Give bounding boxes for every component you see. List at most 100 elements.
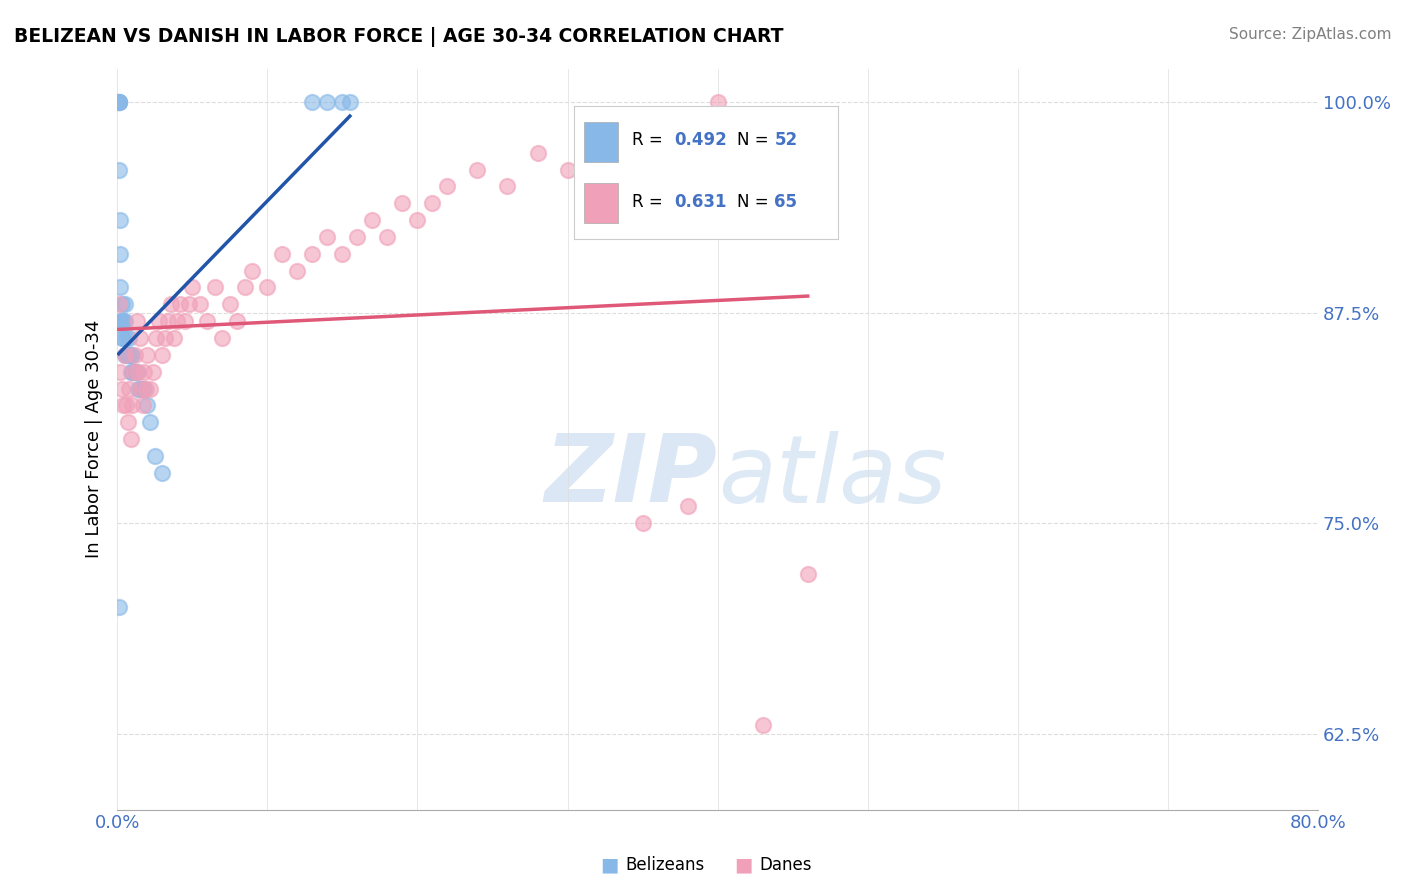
Point <box>127 365 149 379</box>
Point <box>706 95 728 110</box>
Point <box>114 297 136 311</box>
Point <box>120 432 142 446</box>
Point <box>204 280 226 294</box>
Point <box>145 331 167 345</box>
Point <box>346 230 368 244</box>
Point <box>377 230 399 244</box>
Text: ZIP: ZIP <box>544 430 717 522</box>
Point <box>169 297 191 311</box>
Point <box>107 95 129 110</box>
Point <box>157 314 180 328</box>
Point <box>557 162 579 177</box>
Point <box>107 95 129 110</box>
Point <box>436 179 458 194</box>
Text: atlas: atlas <box>717 431 946 522</box>
Point <box>155 331 177 345</box>
Point <box>150 466 173 480</box>
Point <box>117 415 139 429</box>
Point <box>128 382 150 396</box>
Point <box>107 95 129 110</box>
Point <box>676 500 699 514</box>
Point <box>118 331 141 345</box>
Point <box>124 365 146 379</box>
Point <box>467 162 489 177</box>
Point <box>631 516 654 531</box>
Point <box>406 213 429 227</box>
Point <box>256 280 278 294</box>
Point <box>129 382 152 396</box>
Point <box>188 297 211 311</box>
Point <box>120 365 142 379</box>
Point <box>143 449 166 463</box>
Point <box>150 348 173 362</box>
Point <box>301 247 323 261</box>
Point <box>173 314 195 328</box>
Text: ■: ■ <box>734 855 752 875</box>
Point <box>112 331 135 345</box>
Point <box>108 280 131 294</box>
Point <box>114 348 136 362</box>
Point <box>134 382 156 396</box>
Point <box>751 718 773 732</box>
Point <box>136 348 159 362</box>
Point <box>796 566 818 581</box>
Point <box>181 280 204 294</box>
Point <box>271 247 294 261</box>
Point <box>107 162 129 177</box>
Text: ■: ■ <box>600 855 619 875</box>
Point <box>361 213 384 227</box>
Point <box>285 263 308 277</box>
Point <box>125 314 148 328</box>
Point <box>422 196 444 211</box>
Point <box>179 297 201 311</box>
Point <box>148 314 170 328</box>
Point <box>114 314 136 328</box>
Point <box>121 365 143 379</box>
Point <box>114 348 136 362</box>
Point <box>233 280 256 294</box>
Text: Danes: Danes <box>759 856 811 874</box>
Text: BELIZEAN VS DANISH IN LABOR FORCE | AGE 30-34 CORRELATION CHART: BELIZEAN VS DANISH IN LABOR FORCE | AGE … <box>14 27 783 46</box>
Point <box>316 230 339 244</box>
Point <box>121 398 143 412</box>
Point <box>226 314 249 328</box>
Point <box>118 382 141 396</box>
Point <box>107 600 129 615</box>
Point <box>339 95 361 110</box>
Point <box>111 331 134 345</box>
Text: Belizeans: Belizeans <box>626 856 704 874</box>
Point <box>111 314 134 328</box>
Point <box>135 382 157 396</box>
Point <box>115 331 138 345</box>
Point <box>160 297 183 311</box>
Point <box>163 331 186 345</box>
Point <box>301 95 323 110</box>
Point <box>139 382 162 396</box>
Point <box>136 398 159 412</box>
Point <box>166 314 188 328</box>
Point <box>107 297 129 311</box>
Point <box>391 196 413 211</box>
Point <box>122 365 145 379</box>
Point <box>111 297 134 311</box>
Point <box>134 365 156 379</box>
Point <box>127 382 149 396</box>
Point <box>124 348 146 362</box>
Point <box>108 365 131 379</box>
Point <box>128 331 150 345</box>
Point <box>108 213 131 227</box>
Point <box>195 314 218 328</box>
Point <box>586 145 609 160</box>
Point <box>240 263 263 277</box>
Point <box>111 382 134 396</box>
Point <box>332 95 354 110</box>
Point <box>332 247 354 261</box>
Point <box>121 348 143 362</box>
Text: Source: ZipAtlas.com: Source: ZipAtlas.com <box>1229 27 1392 42</box>
Point <box>526 145 548 160</box>
Point <box>118 348 141 362</box>
Point <box>122 365 145 379</box>
Point <box>139 415 162 429</box>
Point <box>112 398 135 412</box>
Y-axis label: In Labor Force | Age 30-34: In Labor Force | Age 30-34 <box>86 320 103 558</box>
